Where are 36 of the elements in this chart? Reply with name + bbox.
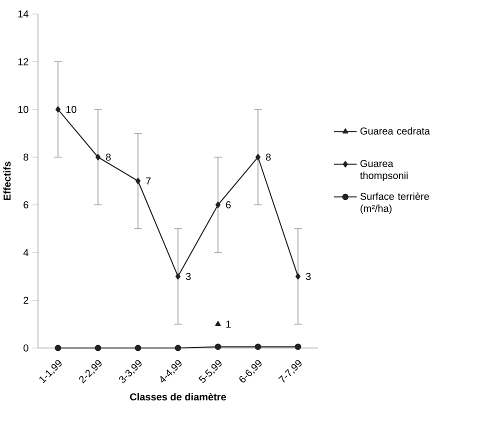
data-label: 8 — [106, 154, 111, 161]
point — [295, 273, 301, 280]
data-label: 3 — [306, 272, 311, 280]
legend-label: Guarea thompsonii — [360, 160, 408, 182]
point — [255, 154, 261, 160]
x-axis-title: Classes de diamètre — [130, 392, 226, 400]
data-label: 7 — [146, 178, 151, 184]
y-tick-label: 10 — [18, 106, 28, 113]
point — [135, 178, 141, 184]
point — [55, 106, 61, 113]
y-tick-label: 14 — [18, 10, 28, 18]
data-label: 1 — [226, 320, 231, 328]
data-label: 10 — [66, 106, 76, 113]
point — [54, 344, 62, 352]
point — [214, 344, 222, 350]
y-axis-title: Effectifs — [3, 162, 11, 200]
point — [175, 273, 181, 280]
data-label: 8 — [266, 154, 271, 161]
point — [134, 344, 142, 352]
y-tick-label: 8 — [24, 154, 28, 161]
point — [174, 344, 182, 352]
data-label: 3 — [186, 272, 191, 280]
y-tick-label: 0 — [24, 344, 28, 352]
legend-label: Guarea cedrata — [360, 127, 430, 135]
legend-label: Surface terrière (m²/ha) — [360, 192, 429, 214]
point — [215, 320, 221, 326]
point — [294, 344, 302, 350]
point — [254, 344, 262, 350]
data-label: 6 — [226, 201, 231, 208]
y-tick-label: 2 — [24, 296, 28, 304]
point — [95, 154, 101, 160]
y-tick-label: 6 — [24, 201, 28, 208]
point — [94, 344, 102, 352]
y-tick-label: 4 — [23, 249, 28, 256]
y-tick-label: 12 — [18, 58, 28, 66]
point — [215, 202, 221, 208]
